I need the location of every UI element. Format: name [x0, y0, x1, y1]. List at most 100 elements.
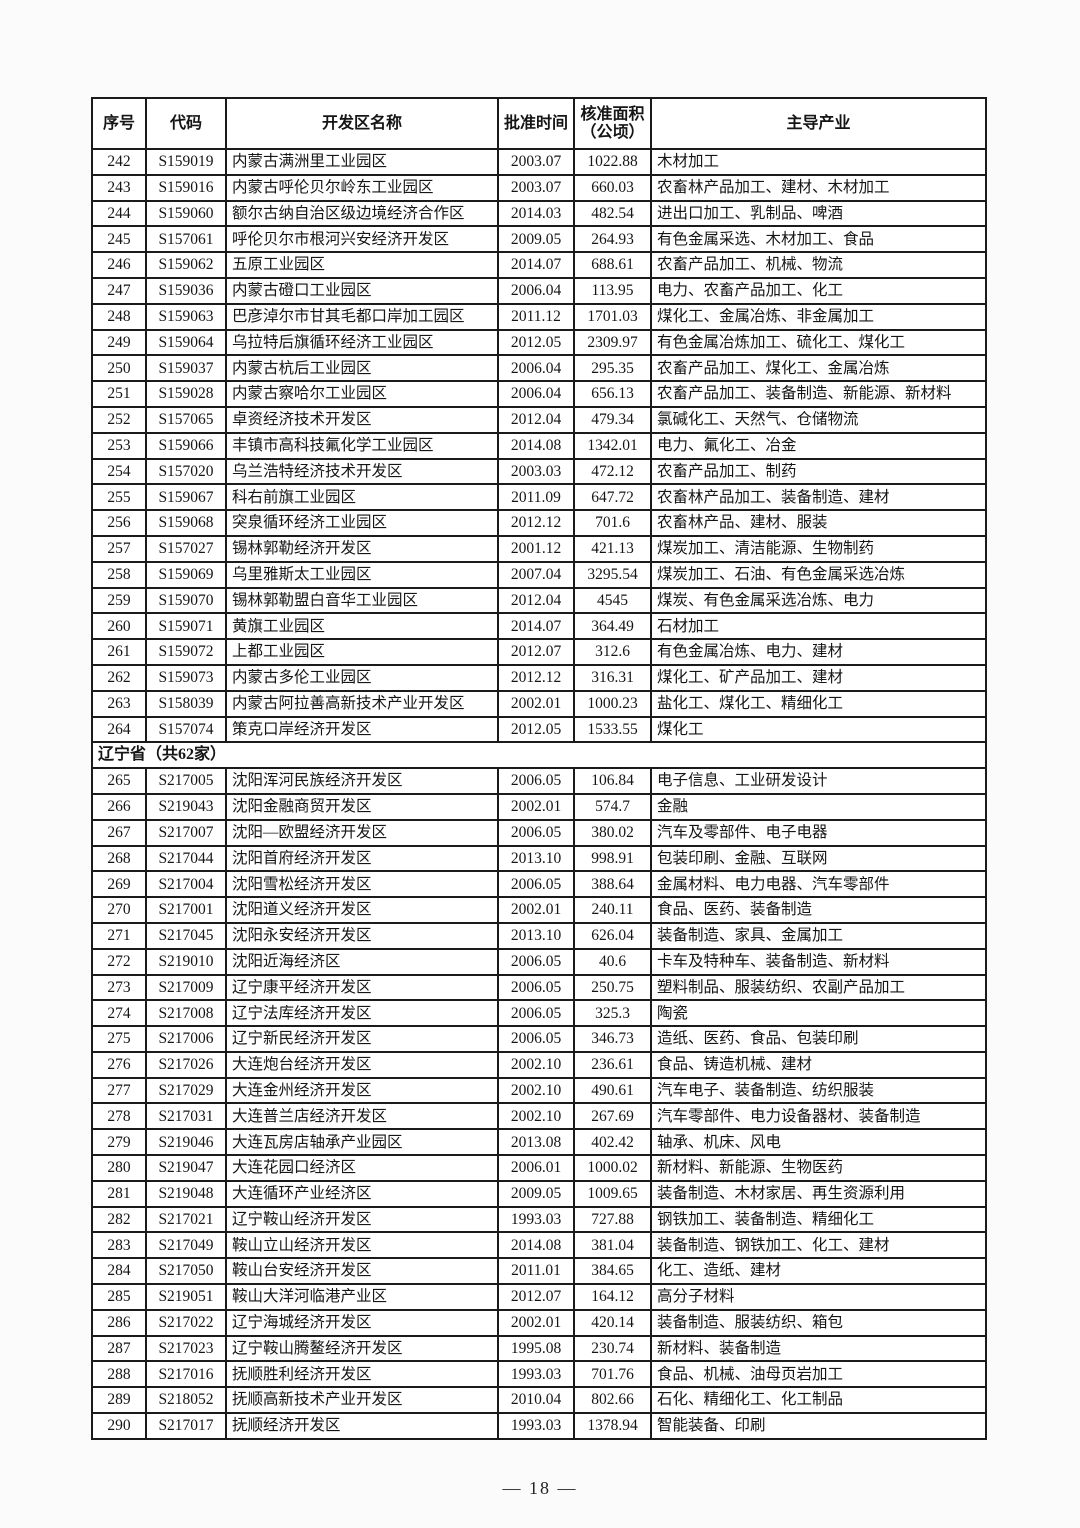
- table-header-row: 序号 代码 开发区名称 批准时间 核准面积 （公顷） 主导产业: [91, 97, 987, 150]
- cell-name: 内蒙古呼伦贝尔岭东工业园区: [225, 173, 499, 202]
- cell-industry: 包装印刷、金融、互联网: [650, 844, 987, 873]
- table-row: 250 S159037 内蒙古杭后工业园区 2006.04 295.35 农畜产品加工、煤…: [91, 354, 987, 383]
- cell-area: 1342.01: [573, 431, 652, 460]
- cell-area: 230.74: [573, 1334, 652, 1363]
- cell-code: S219048: [145, 1179, 227, 1208]
- cell-no: 262: [91, 663, 147, 692]
- cell-no: 270: [91, 896, 147, 924]
- cell-no: 243: [91, 173, 147, 202]
- cell-date: 2002.10: [497, 1102, 575, 1131]
- cell-code: S158039: [145, 689, 227, 718]
- cell-name: 辽宁鞍山腾鳌经济开发区: [225, 1334, 499, 1363]
- cell-date: 2013.10: [497, 844, 575, 873]
- cell-no: 246: [91, 251, 147, 279]
- cell-date: 2002.10: [497, 1076, 575, 1105]
- cell-code: S217044: [145, 844, 227, 873]
- cell-date: 2006.05: [497, 767, 575, 795]
- cell-date: 2006.04: [497, 276, 575, 305]
- cell-code: S159036: [145, 276, 227, 305]
- cell-no: 252: [91, 405, 147, 434]
- table-row: 256 S159068 突泉循环经济工业园区 2012.12 701.6 农畜林产品、建材…: [91, 509, 987, 537]
- cell-area: 1533.55: [573, 715, 652, 744]
- cell-code: S219043: [145, 792, 227, 821]
- cell-no: 272: [91, 947, 147, 976]
- cell-no: 277: [91, 1076, 147, 1105]
- cell-name: 丰镇市高科技氟化学工业园区: [225, 431, 499, 460]
- cell-date: 2007.04: [497, 560, 575, 589]
- cell-industry: 化工、造纸、建材: [650, 1257, 987, 1286]
- table-row: 252 S157065 卓资经济技术开发区 2012.04 479.34 氯碱化工、天然气…: [91, 405, 987, 434]
- col-header-name: 开发区名称: [225, 97, 499, 150]
- cell-name: 沈阳首府经济开发区: [225, 844, 499, 873]
- cell-industry: 装备制造、木材家居、再生资源利用: [650, 1179, 987, 1208]
- cell-code: S159016: [145, 173, 227, 202]
- cell-industry: 煤化工、金属冶炼、非金属加工: [650, 302, 987, 331]
- cell-area: 388.64: [573, 870, 652, 899]
- cell-industry: 电力、农畜产品加工、化工: [650, 276, 987, 305]
- cell-name: 巴彦淖尔市甘其毛都口岸加工园区: [225, 302, 499, 331]
- cell-industry: 造纸、医药、食品、包装印刷: [650, 1025, 987, 1053]
- table-row: 258 S159069 乌里雅斯太工业园区 2007.04 3295.54 煤炭加工、石油…: [91, 560, 987, 589]
- table-row: 265 S217005 沈阳浑河民族经济开发区 2006.05 106.84 电子信息、工…: [91, 767, 987, 795]
- cell-name: 抚顺高新技术产业开发区: [225, 1386, 499, 1415]
- cell-code: S217001: [145, 896, 227, 924]
- cell-no: 260: [91, 612, 147, 641]
- cell-area: 346.73: [573, 1025, 652, 1053]
- cell-no: 251: [91, 380, 147, 408]
- cell-area: 295.35: [573, 354, 652, 383]
- cell-area: 384.65: [573, 1257, 652, 1286]
- table-row: 277 S217029 大连金州经济开发区 2002.10 490.61 汽车电子、装备制…: [91, 1076, 987, 1105]
- cell-industry: 金属材料、电力电器、汽车零部件: [650, 870, 987, 899]
- cell-code: S159062: [145, 251, 227, 279]
- cell-industry: 装备制造、服装纺织、箱包: [650, 1308, 987, 1337]
- cell-area: 250.75: [573, 973, 652, 1002]
- cell-date: 2012.12: [497, 663, 575, 692]
- cell-name: 内蒙古杭后工业园区: [225, 354, 499, 383]
- cell-industry: 煤化工、矿产品加工、建材: [650, 663, 987, 692]
- cell-industry: 农畜产品加工、煤化工、金属冶炼: [650, 354, 987, 383]
- cell-name: 大连炮台经济开发区: [225, 1050, 499, 1079]
- cell-name: 沈阳—欧盟经济开发区: [225, 818, 499, 847]
- cell-no: 254: [91, 457, 147, 486]
- cell-area: 1378.94: [573, 1412, 652, 1440]
- cell-no: 248: [91, 302, 147, 331]
- col-header-industry: 主导产业: [650, 97, 987, 150]
- table-row: 247 S159036 内蒙古磴口工业园区 2006.04 113.95 电力、农畜产品加…: [91, 276, 987, 305]
- cell-date: 2003.03: [497, 457, 575, 486]
- cell-industry: 盐化工、煤化工、精细化工: [650, 689, 987, 718]
- cell-name: 辽宁海城经济开发区: [225, 1308, 499, 1337]
- cell-date: 2014.03: [497, 199, 575, 228]
- cell-date: 2013.10: [497, 921, 575, 950]
- cell-no: 283: [91, 1231, 147, 1260]
- cell-code: S157020: [145, 457, 227, 486]
- cell-name: 鞍山立山经济开发区: [225, 1231, 499, 1260]
- cell-name: 卓资经济技术开发区: [225, 405, 499, 434]
- cell-no: 274: [91, 999, 147, 1028]
- table-row: 274 S217008 辽宁法库经济开发区 2006.05 325.3 陶瓷: [91, 999, 987, 1028]
- cell-date: 2006.01: [497, 1154, 575, 1182]
- cell-date: 2014.08: [497, 1231, 575, 1260]
- table-row: 284 S217050 鞍山台安经济开发区 2011.01 384.65 化工、造纸、建材: [91, 1257, 987, 1286]
- cell-date: 2013.08: [497, 1128, 575, 1157]
- cell-no: 276: [91, 1050, 147, 1079]
- cell-name: 内蒙古磴口工业园区: [225, 276, 499, 305]
- table-row: 287 S217023 辽宁鞍山腾鳌经济开发区 1995.08 230.74 新材料、装备…: [91, 1334, 987, 1363]
- cell-code: S217005: [145, 767, 227, 795]
- table-row: 267 S217007 沈阳—欧盟经济开发区 2006.05 380.02 汽车及零部件、…: [91, 818, 987, 847]
- cell-area: 325.3: [573, 999, 652, 1028]
- cell-no: 287: [91, 1334, 147, 1363]
- cell-no: 245: [91, 225, 147, 254]
- table-row: 283 S217049 鞍山立山经济开发区 2014.08 381.04 装备制造、钢铁加…: [91, 1231, 987, 1260]
- cell-date: 2012.04: [497, 586, 575, 615]
- cell-no: 265: [91, 767, 147, 795]
- cell-code: S159073: [145, 663, 227, 692]
- cell-name: 抚顺胜利经济开发区: [225, 1360, 499, 1389]
- cell-name: 锡林郭勒盟白音华工业园区: [225, 586, 499, 615]
- cell-name: 突泉循环经济工业园区: [225, 509, 499, 537]
- cell-name: 呼伦贝尔市根河兴安经济开发区: [225, 225, 499, 254]
- cell-code: S219047: [145, 1154, 227, 1182]
- cell-code: S218052: [145, 1386, 227, 1415]
- table-row: 262 S159073 内蒙古多伦工业园区 2012.12 316.31 煤化工、矿产品加…: [91, 663, 987, 692]
- cell-date: 2002.01: [497, 1308, 575, 1337]
- cell-industry: 汽车及零部件、电子电器: [650, 818, 987, 847]
